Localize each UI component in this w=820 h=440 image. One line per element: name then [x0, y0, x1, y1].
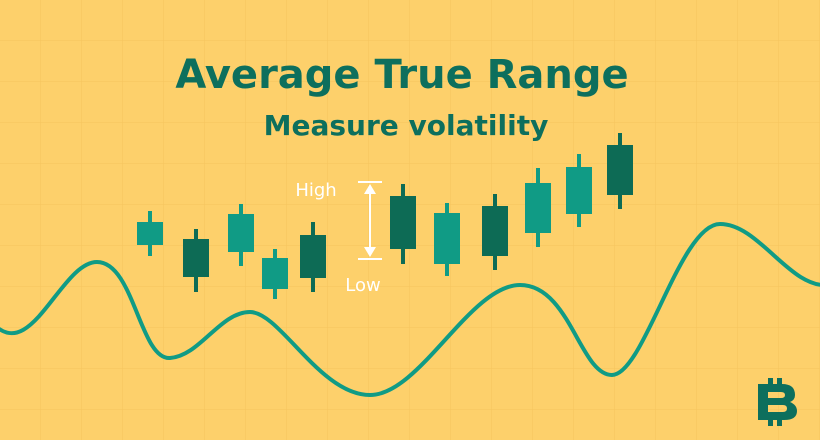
candle-body [566, 167, 592, 214]
range-arrow [358, 181, 382, 260]
candle-body [482, 206, 508, 256]
candle-body [607, 145, 633, 195]
candle-body [525, 183, 551, 233]
candle-body [137, 222, 163, 245]
wave-line [0, 221, 820, 398]
candle-body [262, 258, 288, 289]
bitcoin-logo [758, 378, 797, 426]
candle-body [434, 213, 460, 264]
high-label: High [295, 180, 336, 201]
candle-body [390, 196, 416, 249]
candle-body [300, 235, 326, 278]
subtitle: Measure volatility [264, 109, 549, 142]
candle-body [228, 214, 254, 252]
title: Average True Range [175, 52, 628, 98]
low-label: Low [345, 275, 380, 296]
candle-body [183, 239, 209, 277]
candlesticks [137, 133, 633, 299]
